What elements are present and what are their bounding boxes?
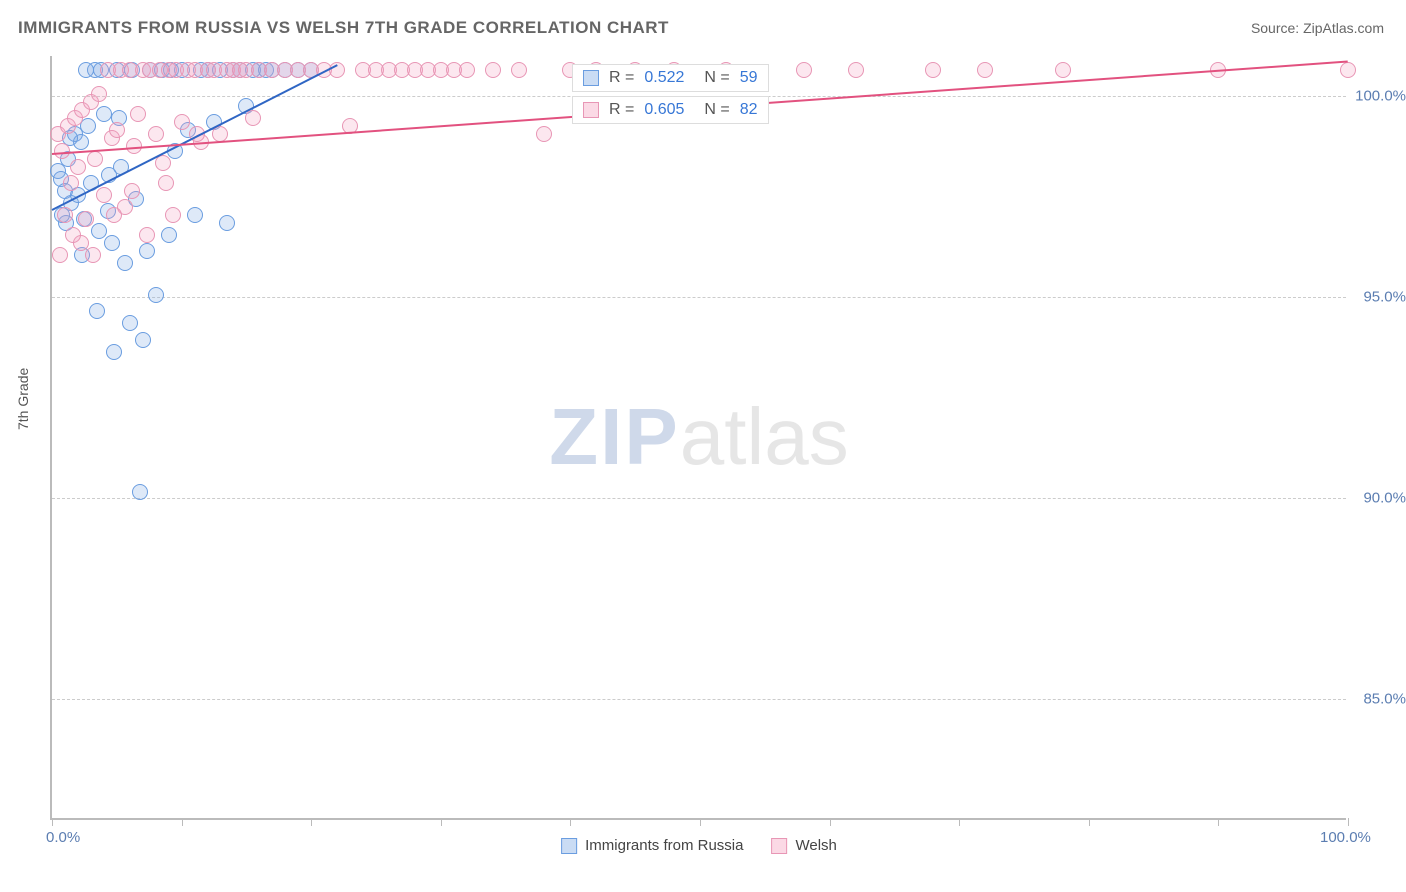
y-tick-label: 95.0% bbox=[1350, 289, 1406, 306]
source-label: Source: ZipAtlas.com bbox=[1251, 20, 1384, 36]
x-tick bbox=[570, 818, 571, 826]
y-tick-label: 100.0% bbox=[1350, 88, 1406, 105]
scatter-point bbox=[52, 247, 68, 263]
scatter-point bbox=[109, 122, 125, 138]
legend-n-value: 82 bbox=[740, 101, 758, 119]
scatter-point bbox=[848, 62, 864, 78]
legend-r-value: 0.605 bbox=[644, 101, 684, 119]
legend-item: Immigrants from Russia bbox=[561, 837, 743, 854]
legend-item: Welsh bbox=[771, 837, 836, 854]
legend-bottom: Immigrants from Russia Welsh bbox=[561, 837, 837, 854]
plot-area: ZIPatlas Immigrants from RussiaWelsh 85.… bbox=[50, 56, 1346, 820]
legend-n-label: N = bbox=[704, 101, 729, 119]
scatter-point bbox=[104, 235, 120, 251]
scatter-point bbox=[96, 106, 112, 122]
legend-label: Immigrants from Russia bbox=[585, 837, 743, 854]
legend-label: Welsh bbox=[795, 837, 836, 854]
legend-n-value: 59 bbox=[740, 69, 758, 87]
scatter-point bbox=[70, 159, 86, 175]
scatter-point bbox=[165, 207, 181, 223]
legend-swatch bbox=[561, 838, 577, 854]
legend-swatch bbox=[771, 838, 787, 854]
scatter-point bbox=[87, 151, 103, 167]
scatter-point bbox=[91, 86, 107, 102]
x-tick-label: 0.0% bbox=[46, 829, 80, 846]
x-tick bbox=[700, 818, 701, 826]
scatter-point bbox=[63, 175, 79, 191]
gridline-h bbox=[52, 498, 1346, 499]
scatter-point bbox=[96, 187, 112, 203]
x-tick bbox=[1218, 818, 1219, 826]
y-axis-label: 7th Grade bbox=[15, 368, 31, 430]
scatter-point bbox=[174, 114, 190, 130]
scatter-point bbox=[54, 143, 70, 159]
scatter-point bbox=[977, 62, 993, 78]
x-tick bbox=[52, 818, 53, 826]
gridline-h bbox=[52, 297, 1346, 298]
scatter-point bbox=[148, 287, 164, 303]
legend-stat-box: R = 0.522 N = 59 bbox=[572, 64, 769, 92]
x-tick-label: 100.0% bbox=[1320, 829, 1371, 846]
scatter-point bbox=[219, 215, 235, 231]
legend-swatch bbox=[583, 70, 599, 86]
scatter-point bbox=[511, 62, 527, 78]
y-tick-label: 90.0% bbox=[1350, 490, 1406, 507]
scatter-point bbox=[91, 223, 107, 239]
x-tick bbox=[959, 818, 960, 826]
scatter-point bbox=[89, 303, 105, 319]
x-tick bbox=[830, 818, 831, 826]
scatter-point bbox=[139, 227, 155, 243]
scatter-point bbox=[57, 207, 73, 223]
scatter-point bbox=[65, 227, 81, 243]
scatter-point bbox=[106, 344, 122, 360]
scatter-point bbox=[1055, 62, 1071, 78]
scatter-point bbox=[796, 62, 812, 78]
scatter-point bbox=[925, 62, 941, 78]
scatter-point bbox=[85, 247, 101, 263]
scatter-point bbox=[148, 126, 164, 142]
legend-r-label: R = bbox=[609, 69, 634, 87]
scatter-point bbox=[1340, 62, 1356, 78]
scatter-point bbox=[245, 110, 261, 126]
x-tick bbox=[311, 818, 312, 826]
legend-stat-box: R = 0.605 N = 82 bbox=[572, 96, 769, 124]
watermark: ZIPatlas bbox=[549, 391, 848, 483]
scatter-point bbox=[161, 227, 177, 243]
y-tick-label: 85.0% bbox=[1350, 691, 1406, 708]
scatter-point bbox=[78, 211, 94, 227]
scatter-point bbox=[158, 175, 174, 191]
legend-swatch bbox=[583, 102, 599, 118]
scatter-point bbox=[106, 207, 122, 223]
scatter-point bbox=[132, 484, 148, 500]
scatter-point bbox=[536, 126, 552, 142]
scatter-point bbox=[130, 106, 146, 122]
x-tick bbox=[182, 818, 183, 826]
chart-title: IMMIGRANTS FROM RUSSIA VS WELSH 7TH GRAD… bbox=[18, 18, 669, 38]
scatter-point bbox=[78, 62, 94, 78]
scatter-point bbox=[485, 62, 501, 78]
x-tick bbox=[1089, 818, 1090, 826]
gridline-h bbox=[52, 699, 1346, 700]
scatter-point bbox=[117, 255, 133, 271]
legend-n-label: N = bbox=[704, 69, 729, 87]
scatter-point bbox=[135, 332, 151, 348]
scatter-point bbox=[124, 183, 140, 199]
scatter-point bbox=[122, 315, 138, 331]
watermark-light: atlas bbox=[680, 392, 849, 481]
scatter-point bbox=[139, 243, 155, 259]
watermark-bold: ZIP bbox=[549, 392, 679, 481]
scatter-point bbox=[459, 62, 475, 78]
scatter-point bbox=[187, 207, 203, 223]
legend-r-label: R = bbox=[609, 101, 634, 119]
x-tick bbox=[441, 818, 442, 826]
legend-r-value: 0.522 bbox=[644, 69, 684, 87]
x-tick bbox=[1348, 818, 1349, 826]
